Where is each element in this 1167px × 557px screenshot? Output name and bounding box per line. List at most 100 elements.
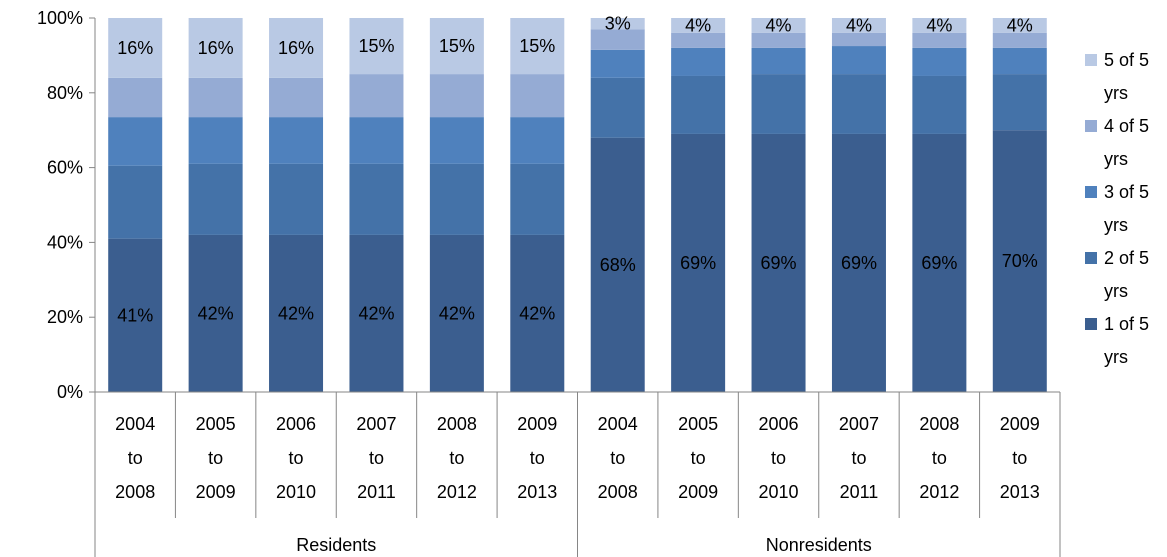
bar-segment[interactable] bbox=[188, 234, 243, 392]
bar-segment[interactable] bbox=[188, 77, 243, 118]
data-label: 42% bbox=[439, 303, 475, 323]
x-tick-label: 2006 to 2010 bbox=[759, 414, 799, 502]
bar-segment[interactable] bbox=[108, 18, 163, 78]
bar-segment[interactable] bbox=[349, 18, 404, 75]
bar-segment[interactable] bbox=[912, 75, 967, 134]
bar-segment[interactable] bbox=[510, 163, 565, 235]
x-tick-label: 2004 to 2008 bbox=[598, 414, 638, 502]
bar-segment[interactable] bbox=[831, 46, 886, 75]
bar-segment[interactable] bbox=[349, 234, 404, 392]
y-tick-label: 20% bbox=[47, 307, 83, 327]
data-label: 42% bbox=[519, 303, 555, 323]
data-label: 69% bbox=[841, 253, 877, 273]
bar-segment[interactable] bbox=[269, 234, 324, 392]
y-tick-label: 80% bbox=[47, 83, 83, 103]
bar-segment[interactable] bbox=[510, 117, 565, 164]
y-tick-label: 0% bbox=[57, 382, 83, 402]
data-label: 42% bbox=[198, 303, 234, 323]
bar-segment[interactable] bbox=[429, 163, 484, 235]
bar-segment[interactable] bbox=[751, 32, 806, 48]
bar-segment[interactable] bbox=[992, 74, 1047, 131]
data-label: 69% bbox=[680, 253, 716, 273]
bar-segment[interactable] bbox=[590, 18, 645, 30]
bar-segment[interactable] bbox=[349, 163, 404, 235]
bar-segment[interactable] bbox=[188, 163, 243, 235]
group-label: Nonresidents bbox=[766, 535, 872, 555]
data-label: 69% bbox=[761, 253, 797, 273]
bar-segment[interactable] bbox=[349, 74, 404, 118]
data-label: 42% bbox=[278, 303, 314, 323]
bar-segment[interactable] bbox=[751, 74, 806, 134]
y-tick-label: 60% bbox=[47, 158, 83, 178]
bar-segment[interactable] bbox=[429, 117, 484, 164]
bar-segment[interactable] bbox=[349, 117, 404, 164]
bar-segment[interactable] bbox=[751, 18, 806, 33]
x-tick-label: 2009 to 2013 bbox=[517, 414, 557, 502]
bar-segment[interactable] bbox=[671, 75, 726, 134]
x-tick-label: 2004 to 2008 bbox=[115, 414, 155, 502]
legend-label: 1 of 5 yrs bbox=[1104, 314, 1149, 367]
bar-segment[interactable] bbox=[108, 117, 163, 166]
bar-segment[interactable] bbox=[108, 238, 163, 392]
bar-segment[interactable] bbox=[912, 32, 967, 48]
bar-segment[interactable] bbox=[831, 74, 886, 134]
bar-segment[interactable] bbox=[992, 18, 1047, 33]
x-tick-label: 2005 to 2009 bbox=[678, 414, 718, 502]
bar-segment[interactable] bbox=[912, 133, 967, 392]
bar-segment[interactable] bbox=[831, 18, 886, 33]
data-label: 15% bbox=[519, 36, 555, 56]
bar-segment[interactable] bbox=[510, 234, 565, 392]
bar-segment[interactable] bbox=[269, 163, 324, 235]
data-label: 69% bbox=[921, 253, 957, 273]
data-label: 42% bbox=[358, 303, 394, 323]
data-label: 4% bbox=[766, 15, 792, 35]
bar-segment[interactable] bbox=[429, 234, 484, 392]
bar-segment[interactable] bbox=[671, 47, 726, 76]
bar-segment[interactable] bbox=[429, 74, 484, 118]
data-label: 41% bbox=[117, 305, 153, 325]
bar-segment[interactable] bbox=[188, 18, 243, 78]
x-tick-label: 2008 to 2012 bbox=[437, 414, 477, 502]
bar-segment[interactable] bbox=[992, 130, 1047, 392]
bar-segment[interactable] bbox=[671, 133, 726, 392]
bar-segment[interactable] bbox=[510, 74, 565, 118]
bar-segment[interactable] bbox=[510, 18, 565, 75]
bar-segment[interactable] bbox=[590, 29, 645, 50]
x-tick-label: 2007 to 2011 bbox=[356, 414, 396, 502]
bar-segment[interactable] bbox=[590, 77, 645, 138]
y-tick-label: 40% bbox=[47, 232, 83, 252]
bar-segment[interactable] bbox=[269, 18, 324, 78]
bar-segment[interactable] bbox=[912, 47, 967, 76]
bar-segment[interactable] bbox=[269, 117, 324, 164]
data-label: 16% bbox=[117, 38, 153, 58]
bar-segment[interactable] bbox=[671, 18, 726, 33]
bar-segment[interactable] bbox=[269, 77, 324, 118]
data-label: 3% bbox=[605, 14, 631, 34]
legend-swatch bbox=[1085, 318, 1097, 330]
bar-segment[interactable] bbox=[671, 32, 726, 48]
bar-segment[interactable] bbox=[912, 18, 967, 33]
x-tick-label: 2006 to 2010 bbox=[276, 414, 316, 502]
legend-label: 5 of 5 yrs bbox=[1104, 50, 1149, 103]
data-label: 15% bbox=[439, 36, 475, 56]
bar-segment[interactable] bbox=[108, 165, 163, 239]
bar-segment[interactable] bbox=[831, 133, 886, 392]
bar-segment[interactable] bbox=[831, 32, 886, 47]
group-label: Residents bbox=[296, 535, 376, 555]
bar-segment[interactable] bbox=[751, 133, 806, 392]
bar-segment[interactable] bbox=[590, 137, 645, 392]
data-label: 70% bbox=[1002, 251, 1038, 271]
data-label: 4% bbox=[1007, 15, 1033, 35]
bar-segment[interactable] bbox=[188, 117, 243, 164]
bar-segment[interactable] bbox=[751, 47, 806, 75]
bar-segment[interactable] bbox=[108, 77, 163, 118]
legend-swatch bbox=[1085, 186, 1097, 198]
bar-segment[interactable] bbox=[429, 18, 484, 75]
legend-swatch bbox=[1085, 252, 1097, 264]
bar-segment[interactable] bbox=[992, 47, 1047, 75]
data-label: 68% bbox=[600, 255, 636, 275]
bar-segment[interactable] bbox=[992, 32, 1047, 48]
data-label: 4% bbox=[685, 15, 711, 35]
bar-segment[interactable] bbox=[590, 49, 645, 78]
legend-label: 4 of 5 yrs bbox=[1104, 116, 1149, 169]
